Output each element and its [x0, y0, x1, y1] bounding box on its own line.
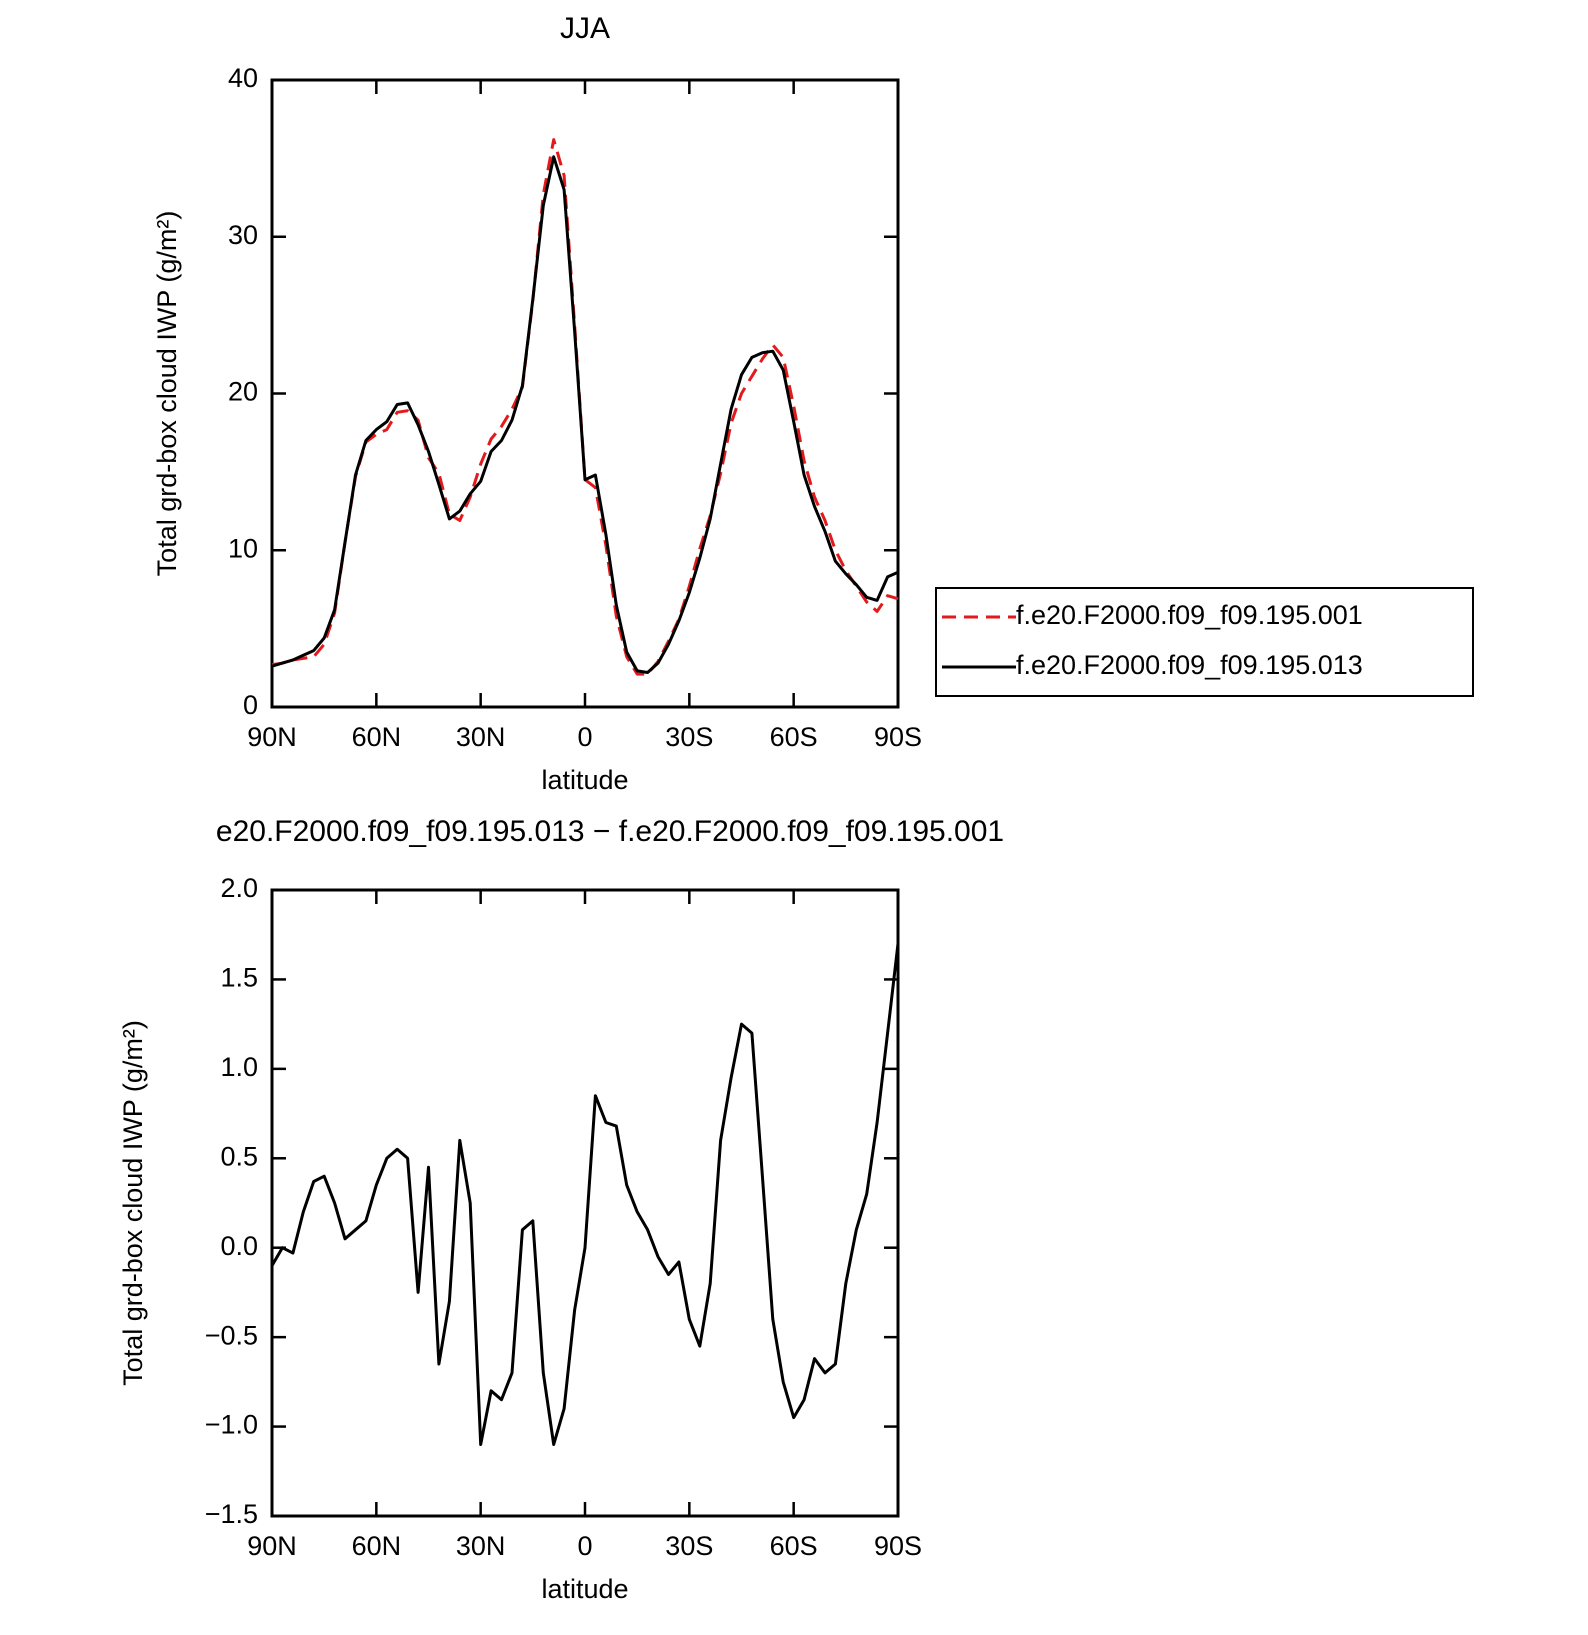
- y-tick-label: 1.5: [220, 963, 258, 993]
- series-line: [270, 943, 900, 1446]
- y-tick-label: −1.5: [205, 1499, 258, 1529]
- plot-frame: [270, 888, 900, 1518]
- x-tick-label: 90N: [247, 722, 297, 752]
- y-tick-label: 1.0: [220, 1052, 258, 1082]
- chart-title: JJA: [560, 12, 610, 45]
- x-axis-label: latitude: [541, 1574, 628, 1604]
- x-tick-label: 0: [577, 722, 592, 752]
- y-tick-label: 10: [228, 533, 258, 563]
- y-tick-label: 0.0: [220, 1231, 258, 1261]
- x-tick-label: 30S: [665, 1531, 713, 1561]
- x-tick-label: 90S: [874, 722, 922, 752]
- x-tick-label: 30N: [456, 1531, 506, 1561]
- y-tick-label: 0: [243, 690, 258, 720]
- legend-label: f.e20.F2000.f09_f09.195.013: [1016, 650, 1363, 680]
- x-tick-label: 60N: [352, 1531, 402, 1561]
- x-tick-label: 60N: [352, 722, 402, 752]
- legend-label: f.e20.F2000.f09_f09.195.001: [1016, 600, 1363, 630]
- y-tick-label: 2.0: [220, 873, 258, 903]
- x-tick-label: 90S: [874, 1531, 922, 1561]
- series-line: [271, 155, 899, 674]
- y-tick-label: 40: [228, 63, 258, 93]
- legend-box: [935, 587, 1474, 697]
- x-tick-label: 0: [577, 1531, 592, 1561]
- y-axis-label: Total grd-box cloud IWP (g/m²): [152, 211, 182, 577]
- x-axis-label: latitude: [541, 765, 628, 795]
- chart-title: e20.F2000.f09_f09.195.013 − f.e20.F2000.…: [216, 815, 1004, 848]
- y-tick-label: 30: [228, 220, 258, 250]
- x-tick-label: 90N: [247, 1531, 297, 1561]
- x-tick-label: 60S: [770, 722, 818, 752]
- plot-frame: [270, 78, 900, 709]
- x-tick-label: 30N: [456, 722, 506, 752]
- y-tick-label: 20: [228, 377, 258, 407]
- x-tick-label: 30S: [665, 722, 713, 752]
- x-tick-label: 60S: [770, 1531, 818, 1561]
- y-axis-label: Total grd-box cloud IWP (g/m²): [118, 1020, 148, 1386]
- y-tick-label: −1.0: [205, 1410, 258, 1440]
- series-line: [271, 138, 899, 676]
- y-tick-label: −0.5: [205, 1320, 258, 1350]
- y-tick-label: 0.5: [220, 1141, 258, 1171]
